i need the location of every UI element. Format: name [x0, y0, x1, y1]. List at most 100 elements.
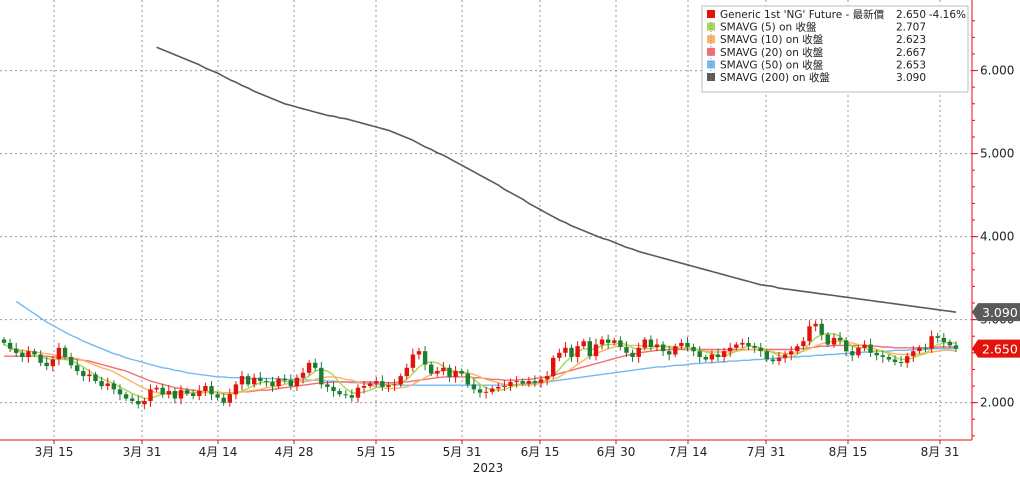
- year-label: 2023: [473, 461, 504, 475]
- candle-body: [429, 364, 434, 374]
- x-tick-label: 7月 31: [747, 445, 786, 459]
- candle-body: [20, 352, 25, 357]
- candle-body: [929, 336, 934, 349]
- candle-body: [703, 357, 708, 360]
- candle-body: [569, 347, 574, 357]
- candle-body: [734, 344, 739, 348]
- candle-body: [282, 378, 287, 381]
- candle-body: [93, 374, 98, 381]
- candle-body: [56, 347, 62, 360]
- candle-body: [392, 384, 397, 386]
- candle-body: [264, 381, 269, 383]
- y-tick-label: 4.000: [980, 230, 1014, 244]
- candle-body: [270, 381, 275, 387]
- candle-body: [892, 359, 898, 362]
- candle-body: [898, 362, 904, 363]
- candle-body: [612, 340, 617, 343]
- candle-body: [575, 346, 580, 357]
- candle-body: [496, 386, 501, 389]
- candle-body: [117, 389, 123, 395]
- candle-body: [880, 355, 885, 357]
- candle-body: [807, 326, 812, 342]
- legend-swatch: [707, 22, 715, 31]
- price-tag-label: 3.090: [982, 305, 1018, 320]
- legend-swatch: [707, 47, 715, 56]
- candle-body: [99, 381, 104, 387]
- candle-body: [776, 357, 782, 362]
- candle-body: [239, 376, 245, 385]
- candle-body: [32, 351, 37, 355]
- legend-value: 2.707: [896, 22, 926, 34]
- candle-body: [648, 339, 654, 347]
- candle-body: [502, 386, 507, 387]
- candle-body: [178, 390, 184, 399]
- candle-body: [551, 357, 556, 377]
- legend-label: SMAVG (50) on 收盤: [720, 58, 824, 71]
- candle-body: [624, 347, 629, 353]
- candle-body: [868, 344, 873, 353]
- candle-body: [630, 352, 635, 357]
- candle-body: [715, 354, 721, 357]
- candle-body: [62, 347, 68, 357]
- candle-body: [667, 351, 672, 355]
- candle-body: [740, 342, 745, 345]
- legend-value: 2.667: [896, 47, 926, 59]
- candle-body: [245, 376, 251, 385]
- candle-body: [380, 381, 385, 387]
- candle-body: [258, 377, 263, 381]
- candle-body: [44, 362, 49, 367]
- candle-body: [636, 347, 641, 357]
- candle-body: [697, 351, 702, 357]
- candle-body: [490, 388, 495, 392]
- candle-body: [130, 398, 135, 401]
- candle-body: [203, 386, 208, 391]
- x-tick-label: 8月 15: [829, 445, 868, 459]
- legend-value: 3.090: [896, 72, 926, 84]
- price-tag-bg: [972, 303, 1020, 322]
- candle-body: [563, 347, 568, 353]
- candle-body: [233, 384, 239, 395]
- x-tick-label: 4月 14: [199, 445, 238, 459]
- candle-body: [941, 337, 946, 343]
- candle-body: [593, 344, 599, 357]
- candle-body: [599, 339, 605, 345]
- candle-body: [14, 348, 19, 353]
- candle-body: [752, 346, 757, 348]
- x-tick-label: 3月 31: [123, 445, 162, 459]
- candle-body: [26, 351, 31, 357]
- candle-body: [50, 359, 55, 367]
- candle-body: [148, 389, 153, 401]
- x-tick-label: 5月 31: [443, 445, 482, 459]
- candle-body: [453, 371, 458, 377]
- candle-body: [654, 344, 660, 347]
- candle-body: [319, 367, 324, 385]
- candle-body: [691, 347, 696, 352]
- legend-swatch: [707, 10, 715, 18]
- candle-body: [38, 354, 43, 363]
- sma-200-line: [156, 46, 957, 313]
- y-tick-label: 6.000: [980, 64, 1014, 78]
- legend-box: [701, 5, 969, 93]
- candle-body: [844, 340, 849, 352]
- candle-body: [184, 390, 190, 394]
- candle-body: [441, 367, 446, 372]
- candle-body: [374, 381, 379, 384]
- candle-body: [197, 391, 202, 396]
- candle-body: [215, 394, 220, 398]
- candle-body: [782, 354, 788, 358]
- candle-body: [673, 346, 678, 355]
- candle-body: [166, 391, 171, 395]
- candle-body: [911, 351, 916, 357]
- chart-legend: Generic 1st 'NG' Future - 最新價 2.650 -4.16%…: [701, 5, 969, 93]
- candle-body: [917, 347, 922, 352]
- candle-body: [325, 384, 330, 387]
- candle-body: [105, 383, 110, 386]
- candle-body: [416, 351, 422, 355]
- candle-body: [721, 351, 727, 357]
- candle-body: [483, 391, 489, 393]
- candle-body: [642, 339, 647, 348]
- legend-label: SMAVG (200) on 收盤: [720, 71, 830, 84]
- sma-50-line: [15, 300, 956, 386]
- candle-body: [386, 385, 391, 387]
